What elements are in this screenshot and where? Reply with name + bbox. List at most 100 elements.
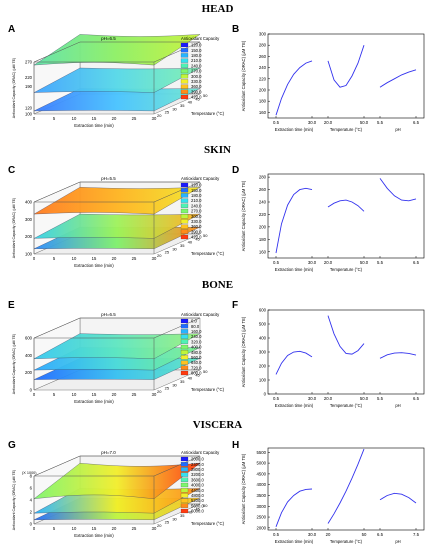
effect-curve-1 (276, 489, 312, 527)
z-axis-unit: (X 1000) (22, 471, 37, 475)
y-tick-label: 50 (203, 233, 208, 238)
section-title-bone: BONE (0, 279, 435, 291)
y-tick-label: 30 (172, 106, 177, 111)
legend-swatch (181, 467, 188, 471)
plot-frame (268, 174, 424, 258)
factor-label: pH (395, 403, 400, 408)
x-tick-label: 0.5 (273, 260, 280, 265)
legend-swatch (181, 488, 188, 492)
y-axis-label: Temperature (°C) (191, 251, 225, 256)
line-plot-head: Antioxidant Capacity (ORAC) (µM TE) 160 18… (240, 30, 432, 136)
y-tick-label: 30 (172, 516, 177, 521)
x-tick-label: 6.5 (413, 260, 420, 265)
legend-swatch (181, 85, 188, 89)
y-tick-label: 600 (259, 308, 267, 313)
effect-curve-1 (276, 351, 312, 374)
y-tick-label: 0 (264, 392, 267, 397)
x-tick-label: 0 (33, 116, 36, 121)
z-tick-label: 400 (25, 353, 33, 358)
z-tick-label: 400 (25, 200, 33, 205)
legend-swatch (181, 193, 188, 197)
y-tick-label: 200 (259, 364, 267, 369)
y-tick-label: 20 (157, 253, 162, 258)
z-tick-label: 220 (25, 75, 33, 80)
factor-label: Temperature (°C) (330, 267, 363, 272)
factor-label: Temperature (°C) (330, 403, 363, 408)
legend-swatch (181, 457, 188, 461)
x-tick-label: 5 (53, 256, 56, 261)
legend-swatch (181, 361, 188, 365)
legend-swatch (181, 504, 188, 508)
effect-curve-1 (276, 61, 312, 115)
y-tick-label: 2000 (256, 525, 266, 530)
legend-swatch (181, 90, 188, 94)
factor-label: pH (395, 127, 400, 132)
chart-title: pH=6.5 (101, 36, 116, 41)
x-tick-label: 25 (132, 526, 137, 531)
z-tick-label: 100 (25, 252, 33, 257)
effect-curve-3 (380, 493, 416, 503)
x-axis-label: Extraction time (min) (74, 399, 114, 404)
legend-swatch (181, 53, 188, 57)
x-tick-label: 7.5 (413, 532, 420, 537)
x-axis-label: Extraction time (min) (74, 533, 114, 538)
factor-label: Temperature (°C) (330, 539, 363, 544)
section-title-skin: SKIN (0, 144, 435, 156)
effect-curve-2 (328, 316, 364, 355)
legend-entry: 800.0 (191, 371, 202, 376)
effect-curve-2 (328, 200, 364, 211)
y-tick-label: 260 (259, 187, 267, 192)
y-tick-label: 2500 (256, 515, 266, 520)
x-tick-label: 6.5 (413, 120, 420, 125)
legend-swatch (181, 79, 188, 83)
legend-swatch (181, 59, 188, 63)
legend-swatch (181, 324, 188, 328)
legend-swatch (181, 74, 188, 78)
x-tick-label: 5 (53, 116, 56, 121)
y-tick-label: 25 (165, 110, 170, 115)
z-axis-label: Antioxidant Capacity (ORAC) (µM TE) (12, 198, 16, 259)
surface-plot-viscera: 02468Antioxidant Capacity (ORAC) (µM TE)… (10, 448, 225, 548)
y-tick-label: 40 (188, 240, 193, 245)
y-tick-label: 5000 (256, 461, 266, 466)
z-tick-label: 4 (30, 498, 33, 503)
legend-title: Antioxidant Capacity (181, 176, 220, 181)
y-tick-label: 100 (259, 378, 267, 383)
x-tick-label: 0.5 (273, 532, 280, 537)
y-tick-label: 260 (259, 54, 267, 59)
legend-swatch (181, 509, 188, 513)
legend-swatch (181, 345, 188, 349)
legend-swatch (181, 478, 188, 482)
y-tick-label: 180 (259, 99, 267, 104)
y-tick-label: 35 (180, 103, 185, 108)
y-tick-label: 40 (188, 100, 193, 105)
x-tick-label: 30.0 (308, 396, 317, 401)
legend-swatch (181, 235, 188, 239)
legend-title: Antioxidant Capacity (181, 36, 220, 41)
panel-letter-f: F (232, 300, 238, 311)
x-axis-label: Extraction time (min) (74, 263, 114, 268)
effect-curve-3 (380, 178, 416, 200)
legend-swatch (181, 64, 188, 68)
factor-label: Temperature (°C) (330, 127, 363, 132)
x-tick-label: 15 (92, 526, 97, 531)
legend-entry: 6000.0 (191, 509, 204, 514)
y-tick-label: 25 (165, 520, 170, 525)
legend-swatch (181, 219, 188, 223)
z-axis-label: Antioxidant Capacity (ORAC) (µM TE) (12, 334, 16, 395)
y-axis-label: Antioxidant Capacity (ORAC) (µM TE) (241, 453, 246, 524)
z-tick-label: 6 (30, 486, 33, 491)
legend-swatch (181, 473, 188, 477)
x-tick-label: 20 (326, 532, 331, 537)
legend-swatch (181, 483, 188, 487)
y-tick-label: 3000 (256, 504, 266, 509)
y-tick-label: 200 (259, 88, 267, 93)
plot-frame (268, 448, 424, 530)
y-axis-label: Antioxidant Capacity (ORAC) (µM TE) (241, 40, 246, 111)
y-tick-label: 500 (259, 322, 267, 327)
x-tick-label: 5 (53, 392, 56, 397)
x-tick-label: 6.5 (413, 396, 420, 401)
legend-swatch (181, 69, 188, 73)
x-tick-label: 50 (362, 532, 367, 537)
